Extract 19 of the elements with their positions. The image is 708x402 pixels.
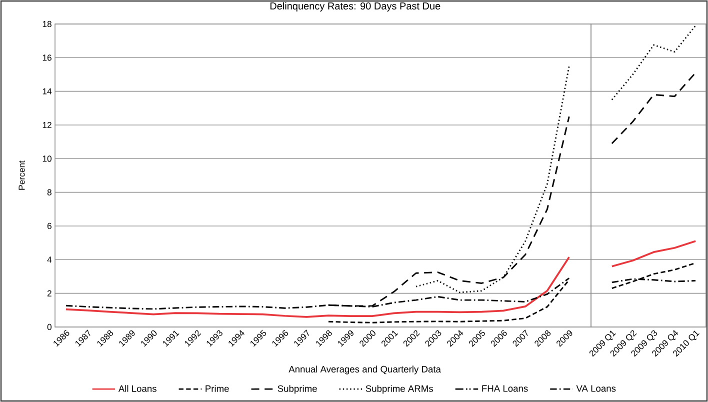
legend-label: FHA Loans <box>482 385 528 392</box>
y-tick-label: 0 <box>47 324 52 330</box>
chart-title: Delinquency Rates: 90 Days Past Due <box>270 2 440 12</box>
legend-label: VA Loans <box>576 385 616 392</box>
legend-label: Subprime <box>278 385 317 394</box>
y-tick-label: 4 <box>47 256 52 263</box>
x-axis-title: Annual Averages and Quarterly Data <box>288 366 441 374</box>
y-tick-label: 2 <box>47 290 52 296</box>
y-tick-label: 8 <box>47 189 52 196</box>
y-tick-label: 6 <box>47 222 52 230</box>
y-tick-label: 16 <box>42 54 52 61</box>
y-axis-title: Percent <box>18 160 25 190</box>
y-tick-label: 18 <box>42 20 52 28</box>
legend-label: All Loans <box>118 385 156 392</box>
legend-label: Prime <box>206 385 229 392</box>
legend-label: Subprime ARMs <box>366 385 433 394</box>
y-tick-label: 12 <box>42 122 52 128</box>
y-tick-label: 14 <box>42 88 52 94</box>
y-tick-label: 10 <box>42 156 52 162</box>
